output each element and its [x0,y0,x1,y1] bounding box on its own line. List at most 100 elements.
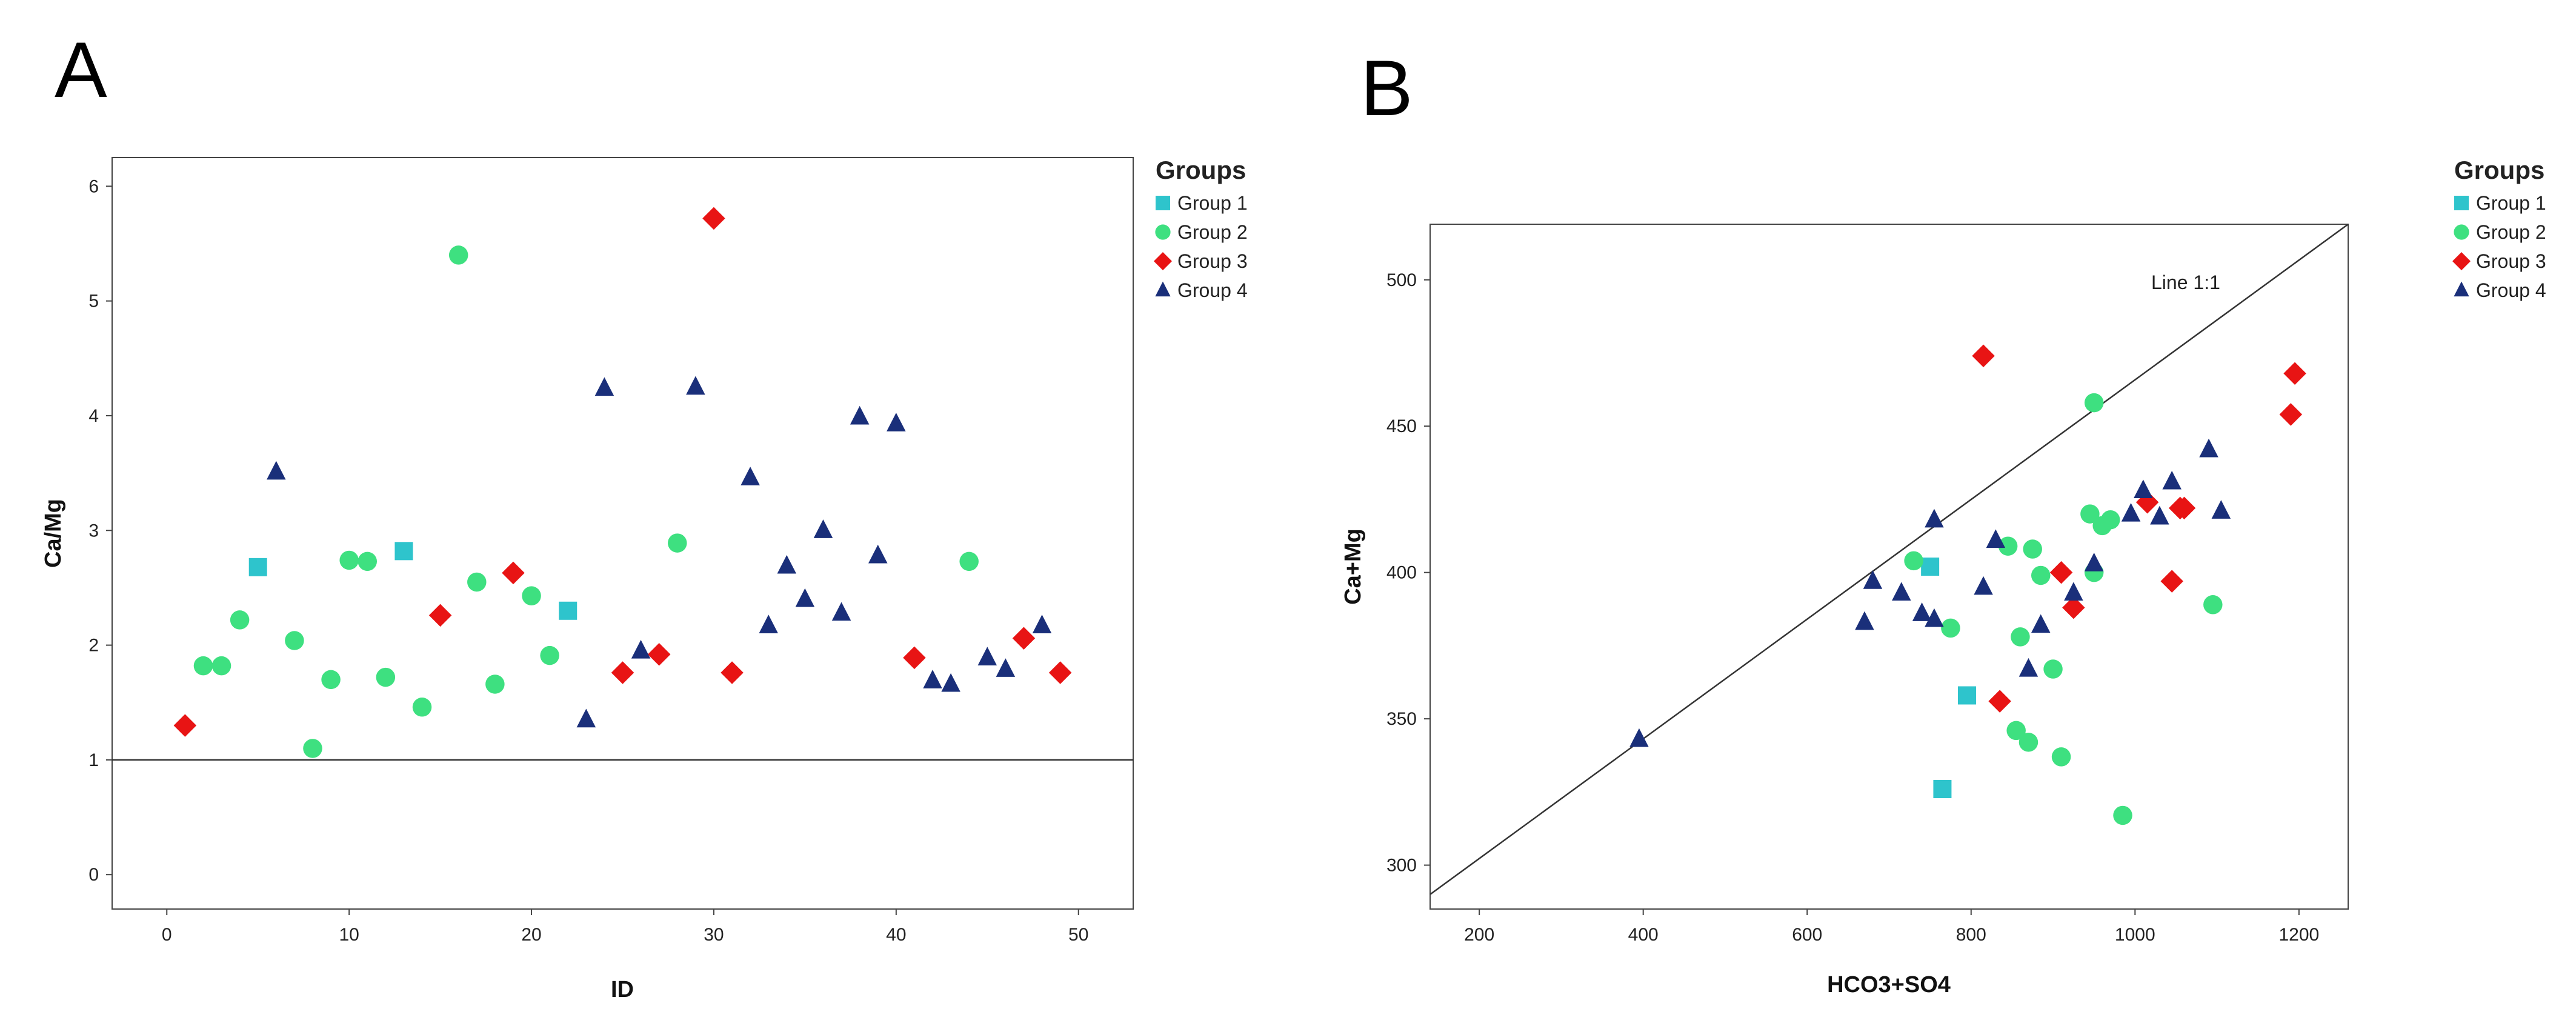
chart-a-group-2-point [339,550,359,570]
chart-b-x-tick-label: 600 [1792,925,1822,945]
panel-label-b: B [1360,44,1413,132]
chart-a-group-1-point [248,558,267,576]
chart-a-group-2-point [211,656,231,676]
chart-a-group-4-point [267,461,286,480]
chart-a-group-4-point [759,615,778,633]
chart-b-group-1-point [1958,686,1977,705]
chart-b-group-3-point [2049,561,2073,584]
chart-a-x-tick-label: 0 [162,925,172,945]
chart-a-x-tick-label: 20 [521,925,541,945]
chart-b-group-2-point [2043,659,2063,679]
chart-a-group-2-point [540,645,559,665]
chart-a-y-axis-title: Ca/Mg [41,499,66,568]
legend-group-4-label: Group 4 [1177,279,1248,301]
chart-a-group-4-point [941,673,960,692]
legend-group-2-label: Group 2 [1177,221,1248,243]
chart-a-group-3-point [502,561,525,585]
chart-a-group-3-point [1012,627,1036,650]
chart-b-points [1629,344,2306,825]
chart-a-group-4-point [686,376,705,395]
legend-a: Groups Group 1 Group 2 Group 3 Group 4 [1154,156,1248,301]
chart-a-y-tick-label: 6 [88,176,99,196]
legend-b-items: Group 1 Group 2 Group 3 Group 4 [2452,192,2546,301]
chart-b-group-4-point [2084,553,2104,571]
legend-group-1-marker [1156,196,1170,210]
chart-b-group-2-point [2084,393,2104,413]
chart-b-reference-lines [1429,223,2349,895]
chart-b-y-tick-label: 300 [1386,856,1417,876]
legend-group-3-marker [2452,252,2471,270]
chart-a-group-2-point [285,631,304,650]
chart-a-group-3-point [721,661,744,684]
chart-a-group-2-point [485,675,505,694]
chart-b-group-4-point [2150,505,2169,525]
chart-a-group-4-point [813,519,833,538]
chart-b-group-2-point [2023,539,2042,559]
chart-b-group-4-point [2031,614,2051,633]
chart-a-group-4-point [631,639,651,659]
chart-a-x-tick-label: 40 [886,925,906,945]
chart-a-group-4-point [741,467,760,485]
chart-b: 200 400 600 800 1000 1200 300 350 400 450 500 Line… [1340,223,2349,998]
chart-a-x-tick-label: 30 [704,925,724,945]
chart-b-group-2-point [2019,732,2039,752]
chart-a-group-4-point [923,670,942,688]
chart-a-group-3-point [1048,661,1072,684]
chart-a-ticks: 0 10 20 30 40 50 0 1 2 3 4 5 6 [88,176,1088,945]
chart-b-group-4-point [2121,502,2141,522]
chart-b-line-label: Line 1:1 [2151,271,2220,293]
legend-group-1-label: Group 1 [2476,192,2546,214]
chart-a-group-2-point [230,610,250,630]
legend-group-4-marker [2454,281,2469,297]
chart-b-group-4-point [2211,500,2231,519]
chart-a-group-4-point [996,658,1016,677]
chart-b-group-4-point [1974,576,1993,595]
chart-b-group-3-point [2172,496,2196,520]
chart-a-plot-area [111,157,1134,910]
chart-a-group-4-point [850,405,870,425]
legend-group-4-marker [1155,281,1171,297]
legend-group-1-marker [2454,196,2469,210]
chart-b-group-3-point [2160,570,2183,593]
chart-a-y-tick-label: 2 [88,636,99,656]
chart-a-group-1-point [559,601,577,620]
chart-a-group-1-point [394,542,413,561]
chart-b-y-tick-label: 400 [1386,563,1417,583]
legend-group-3-label: Group 3 [2476,250,2546,272]
legend-group-1-label: Group 1 [1177,192,1248,214]
chart-a-y-tick-label: 1 [88,750,99,770]
chart-a-group-4-point [795,588,815,607]
chart-b-y-tick-label: 500 [1386,270,1417,290]
chart-a-group-2-point [467,572,487,592]
chart-a-group-2-point [959,551,979,571]
chart-b-group-4-point [1892,582,1911,601]
chart-a-group-2-point [668,533,687,553]
chart-b-group-2-point [1904,551,1923,571]
chart-b-group-4-point [2134,479,2153,499]
chart-a-y-tick-label: 4 [88,406,99,426]
chart-b-x-tick-label: 800 [1956,925,1986,945]
chart-b-group-4-point [1986,529,2006,548]
legend-group-3-marker [1154,252,1172,270]
chart-b-y-axis-title: Ca+Mg [1340,528,1366,605]
chart-a-group-4-point [576,708,596,728]
chart-b-group-3-point [2279,403,2303,426]
chart-a-group-2-point [448,245,468,265]
legend-group-2-marker [2454,224,2469,240]
chart-a-group-2-point [193,656,213,676]
chart-a-group-2-point [321,670,341,690]
chart-b-group-4-point [2199,438,2218,458]
chart-b-group-4-point [1629,728,1649,747]
legend-a-title: Groups [1156,156,1246,184]
chart-b-group-3-point [2283,362,2306,385]
chart-b-x-tick-label: 200 [1464,925,1494,945]
chart-a-x-axis-title: ID [611,977,634,1002]
chart-b-group-3-point [2062,596,2085,619]
chart-b-group-1-point [1921,558,1940,576]
chart-a-y-tick-label: 3 [88,521,99,541]
chart-b-x-tick-label: 1000 [2115,925,2155,945]
chart-b-group-4-point [1855,611,1874,630]
chart-b-y-tick-label: 350 [1386,709,1417,729]
chart-a-group-4-point [977,647,997,666]
